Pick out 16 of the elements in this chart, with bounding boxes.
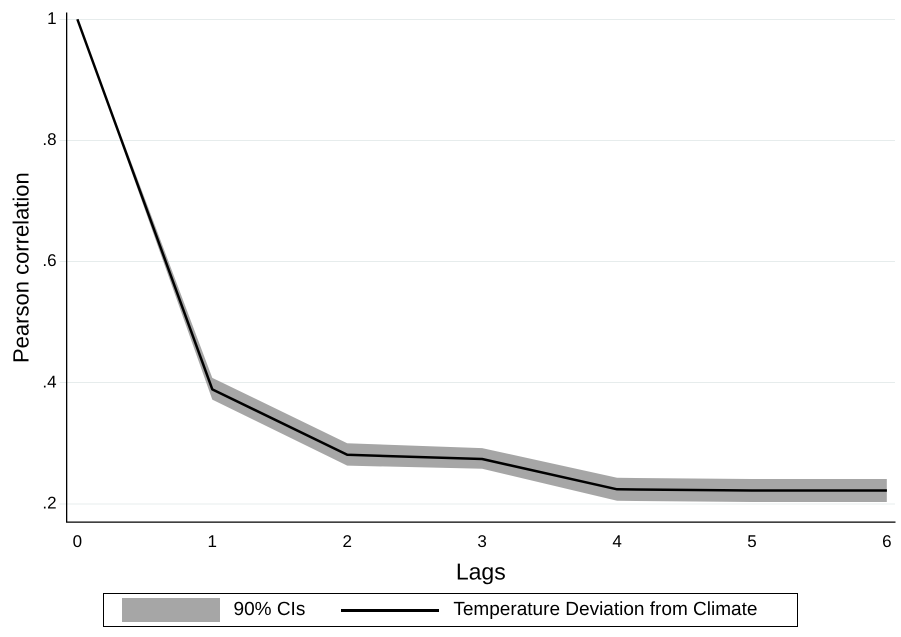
x-tick-label: 3 (477, 532, 487, 551)
x-axis-title: Lags (456, 558, 506, 585)
y-tick-label: 1 (47, 8, 57, 28)
x-tick-label: 0 (72, 532, 82, 551)
x-tick-label: 2 (342, 532, 352, 551)
y-tick-label: .6 (42, 251, 57, 270)
x-tick-label: 1 (208, 532, 218, 551)
text: Temperature Deviation from Climate (453, 599, 758, 621)
y-tick-label: .2 (42, 494, 57, 513)
x-tick-label: 6 (882, 532, 892, 551)
x-tick-label: 4 (612, 532, 622, 551)
y-axis-title: Pearson correlation (8, 172, 34, 363)
text: 90% CIs (234, 599, 306, 621)
y-tick-label: .4 (42, 372, 57, 392)
y-tick-label: .8 (42, 130, 57, 150)
x-tick-label: 5 (747, 532, 757, 551)
